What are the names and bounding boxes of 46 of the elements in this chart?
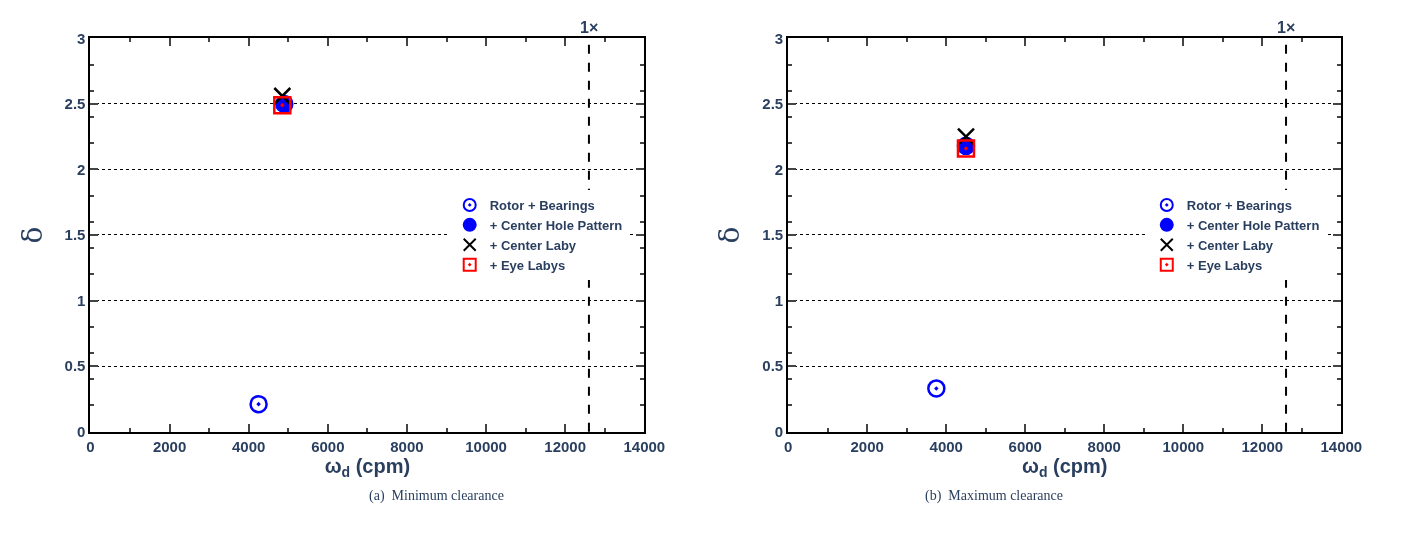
text: (b) Maximum clearance bbox=[925, 488, 1063, 504]
legend-label: + Center Hole Pattern bbox=[1186, 217, 1320, 233]
y-tick-label: 2.5 bbox=[64, 95, 86, 113]
legend-label: Rotor + Bearings bbox=[1186, 198, 1292, 214]
x-axis-title: ω$_{d}$ (cpm) bbox=[324, 454, 411, 480]
legend-label: + Center Hole Pattern bbox=[489, 217, 623, 233]
y-axis-title: δ bbox=[713, 226, 747, 244]
y-tick-label: 2.5 bbox=[762, 95, 784, 113]
y-axis-title: δ bbox=[15, 226, 49, 244]
point bbox=[249, 394, 268, 414]
x-tick-label: 4000 bbox=[929, 437, 963, 455]
y-tick-label: 1 bbox=[77, 291, 86, 309]
x-tick-label: 14000 bbox=[1320, 437, 1363, 455]
y-tick-label: 1.5 bbox=[64, 226, 86, 244]
x-tick-label: 2000 bbox=[152, 437, 187, 455]
y-tick-label: 1.5 bbox=[762, 226, 784, 244]
x-tick-label: 8000 bbox=[1087, 437, 1121, 455]
x-tick-label: 12000 bbox=[1241, 437, 1284, 455]
ref-line-label: 1× bbox=[580, 19, 599, 36]
legend-label: + Center Laby bbox=[489, 237, 577, 253]
y-tick-label: 0.5 bbox=[762, 357, 784, 375]
legend-label: + Eye Labys bbox=[489, 257, 566, 273]
legend-label: + Center Laby bbox=[1186, 237, 1274, 253]
y-tick-label: 0 bbox=[77, 422, 86, 440]
ref-line-label: 1× bbox=[1277, 19, 1296, 36]
text: (a) Minimum clearance bbox=[369, 488, 504, 504]
y-tick-label: 1 bbox=[774, 291, 784, 309]
x-tick-label: 6000 bbox=[1008, 437, 1042, 455]
legend-label: Rotor + Bearings bbox=[489, 198, 595, 214]
y-tick-label: 2 bbox=[77, 160, 86, 178]
legend-label: + Eye Labys bbox=[1186, 257, 1263, 273]
y-tick-label: 0 bbox=[774, 422, 784, 440]
y-tick-label: 3 bbox=[77, 29, 86, 47]
y-tick-label: 2 bbox=[774, 160, 784, 178]
x-axis-title: ω$_{d}$ (cpm) bbox=[1022, 454, 1108, 480]
y-tick-label: 0.5 bbox=[64, 357, 86, 375]
point bbox=[927, 379, 946, 398]
y-tick-label: 3 bbox=[774, 29, 784, 47]
x-tick-label: 8000 bbox=[390, 437, 424, 455]
x-tick-label: 12000 bbox=[544, 437, 587, 455]
x-tick-label: 6000 bbox=[311, 437, 345, 455]
x-tick-label: 4000 bbox=[232, 437, 266, 455]
x-tick-label: 10000 bbox=[1162, 437, 1205, 455]
x-tick-label: 14000 bbox=[623, 437, 666, 455]
x-tick-label: 2000 bbox=[850, 437, 884, 455]
x-tick-label: 10000 bbox=[465, 437, 507, 455]
